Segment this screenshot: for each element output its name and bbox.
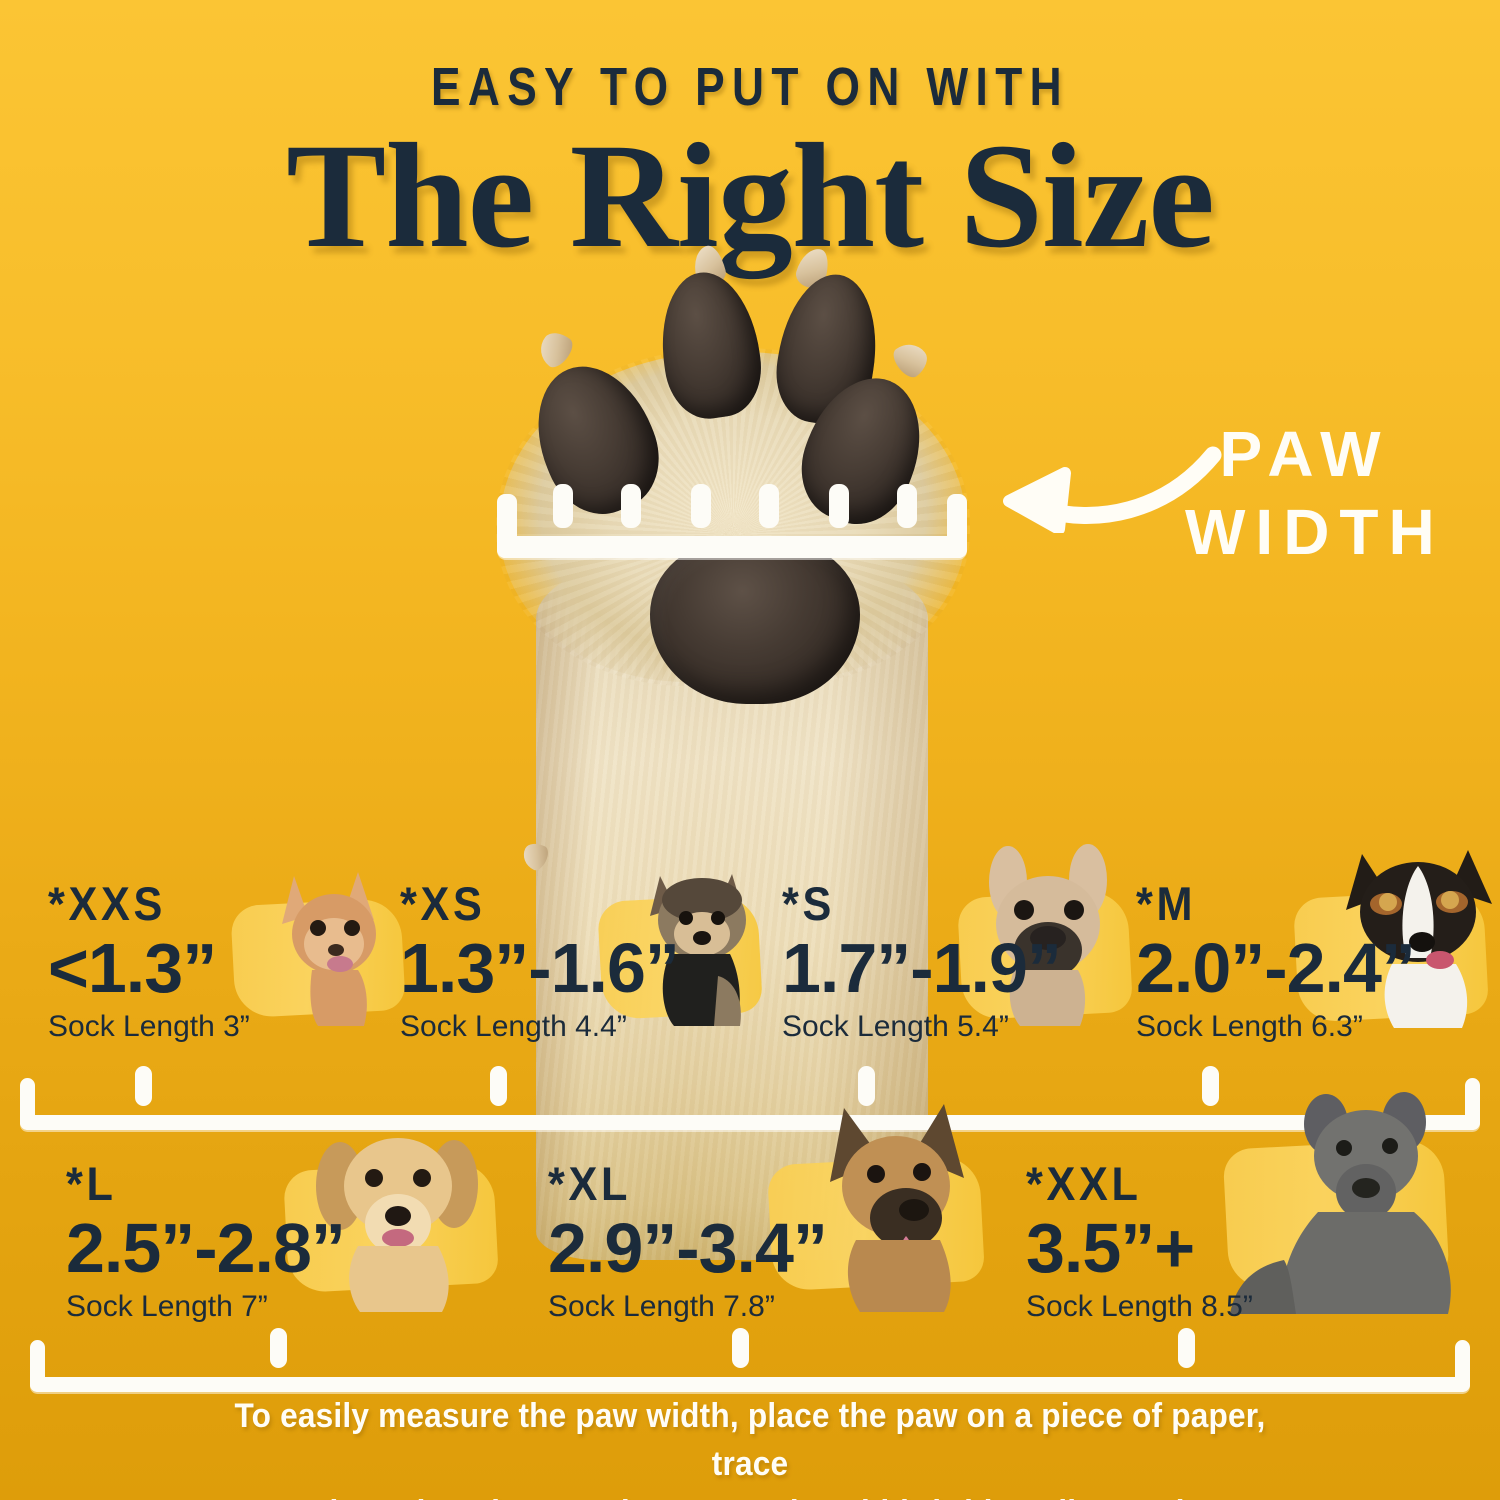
claw-icon — [888, 336, 934, 382]
sock-length: Sock Length 8.5” — [1026, 1290, 1253, 1324]
sock-length: Sock Length 4.4” — [400, 1010, 627, 1044]
ruler-tick — [553, 484, 573, 528]
paw-width-line2: WIDTH — [1185, 496, 1445, 569]
dog-photo-french-bulldog — [962, 842, 1138, 1026]
size-range: 2.0”-2.4” — [1136, 929, 1416, 1007]
dog-photo-german-shepherd — [794, 1090, 1006, 1312]
size-range: 3.5”+ — [1026, 1209, 1195, 1287]
claw-icon — [532, 326, 578, 372]
size-range: 1.3”-1.6” — [400, 929, 680, 1007]
size-code: *M — [1136, 877, 1197, 930]
dog-photo-yorkshire-terrier — [618, 850, 790, 1026]
sock-length: Sock Length 7” — [66, 1290, 268, 1324]
instructions-line2: along the edges, and measure the width (… — [192, 1489, 1308, 1500]
ruler-tick — [490, 1066, 507, 1106]
size-scale-ruler-bottom — [30, 1328, 1470, 1392]
dog-photo-great-dane — [1222, 1072, 1500, 1314]
ruler-tick — [135, 1066, 152, 1106]
size-row-small: *XXS <1.3” Sock Length 3” — [0, 844, 1500, 1070]
sock-length: Sock Length 7.8” — [548, 1290, 775, 1324]
size-range: 2.5”-2.8” — [66, 1209, 346, 1287]
size-card-text: *M 2.0”-2.4” Sock Length 6.3” — [1136, 880, 1500, 1044]
dog-photo-golden-retriever — [296, 1112, 506, 1312]
paw-width-line1: PAW — [1219, 418, 1391, 490]
size-code: *XXL — [1026, 1157, 1142, 1210]
ruler-tick — [1202, 1066, 1219, 1106]
paw-width-label: PAW WIDTH — [1185, 415, 1445, 571]
ruler-tick — [691, 484, 711, 528]
ruler-tick — [858, 1066, 875, 1106]
size-code: *XS — [400, 877, 486, 930]
size-card-xxl[interactable]: *XXL 3.5”+ Sock Length 8.5” — [1026, 1092, 1476, 1324]
sock-length: Sock Length 6.3” — [1136, 1010, 1363, 1044]
ruler-tick — [897, 484, 917, 528]
ruler-tick — [1178, 1328, 1195, 1368]
size-range: 1.7”-1.9” — [782, 929, 1062, 1007]
paw-width-ruler-icon — [497, 484, 967, 558]
size-card-text: *XL 2.9”-3.4” Sock Length 7.8” — [548, 1160, 968, 1324]
ruler-tick — [759, 484, 779, 528]
size-scale-ruler-top — [20, 1066, 1480, 1130]
size-card-m[interactable]: *M 2.0”-2.4” Sock Length 6.3” — [1136, 850, 1500, 1044]
sock-length: Sock Length 3” — [48, 1010, 250, 1044]
size-card-s[interactable]: *S 1.7”-1.9” Sock Length 5.4” — [782, 844, 1142, 1044]
size-card-xl[interactable]: *XL 2.9”-3.4” Sock Length 7.8” — [548, 1104, 986, 1324]
ruler-bar — [30, 1377, 1470, 1392]
dog-photo-bernese-mountain-dog — [1322, 832, 1500, 1028]
size-code: *XL — [548, 1157, 632, 1210]
sock-length: Sock Length 5.4” — [782, 1010, 1009, 1044]
size-card-l[interactable]: *L 2.5”-2.8” Sock Length 7” — [66, 1138, 500, 1324]
measuring-instructions: To easily measure the paw width, place t… — [192, 1392, 1308, 1500]
size-card-text: *XXL 3.5”+ Sock Length 8.5” — [1026, 1160, 1476, 1324]
size-card-text: *S 1.7”-1.9” Sock Length 5.4” — [782, 880, 1142, 1044]
metacarpal-pad — [650, 538, 860, 704]
size-range: 2.9”-3.4” — [548, 1209, 828, 1287]
paw-width-callout: PAW WIDTH — [995, 418, 1435, 585]
size-card-xxs[interactable]: *XXS <1.3” Sock Length 3” — [48, 872, 408, 1044]
ruler-tick — [829, 484, 849, 528]
ruler-bar — [20, 1115, 1480, 1130]
size-row-large: *L 2.5”-2.8” Sock Length 7” — [0, 1092, 1500, 1350]
dog-photo-chihuahua — [248, 858, 420, 1026]
size-card-text: *XXS <1.3” Sock Length 3” — [48, 880, 408, 1044]
curved-left-arrow-icon — [995, 443, 1225, 535]
instructions-line1: To easily measure the paw width, place t… — [234, 1397, 1266, 1484]
size-card-xs[interactable]: *XS 1.3”-1.6” Sock Length 4.4” — [400, 874, 780, 1044]
size-range: <1.3” — [48, 929, 217, 1007]
ruler-tick — [732, 1328, 749, 1368]
size-code: *S — [782, 877, 836, 930]
size-card-text: *L 2.5”-2.8” Sock Length 7” — [66, 1160, 486, 1324]
ruler-tick — [621, 484, 641, 528]
page-title: The Right Size — [286, 113, 1215, 279]
poster-kicker: EASY TO PUT ON WITH — [430, 57, 1070, 117]
ruler-bar — [497, 536, 967, 558]
size-card-text: *XS 1.3”-1.6” Sock Length 4.4” — [400, 880, 780, 1044]
size-code: *XXS — [48, 877, 167, 930]
size-code: *L — [66, 1157, 117, 1210]
ruler-tick — [270, 1328, 287, 1368]
